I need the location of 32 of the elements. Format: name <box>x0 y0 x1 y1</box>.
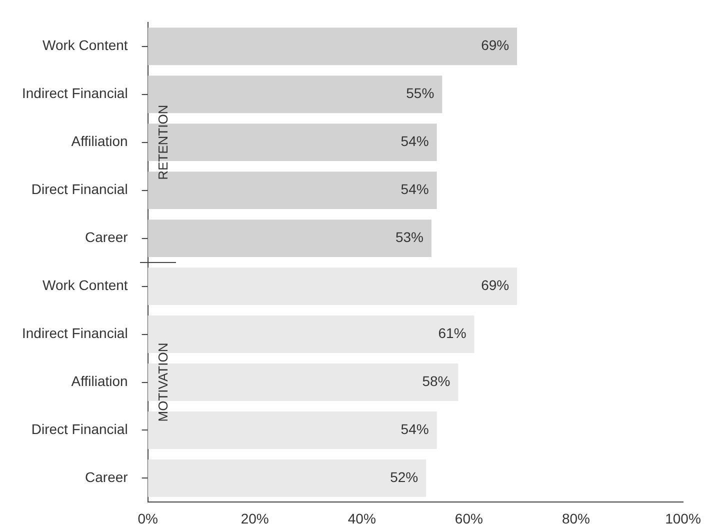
bar <box>148 220 432 258</box>
data-label: 54% <box>400 133 429 150</box>
data-label: 54% <box>400 421 429 438</box>
annotation: RETENTION <box>155 104 170 180</box>
y-tick-label: Indirect Financial <box>22 325 128 342</box>
y-tick-label: Career <box>85 469 128 486</box>
data-label: 55% <box>406 85 434 102</box>
data-label: 53% <box>395 229 424 246</box>
annotation: MOTIVATION <box>155 342 170 422</box>
y-tick-label: Indirect Financial <box>22 85 128 102</box>
y-tick-label: Career <box>85 229 128 246</box>
x-tick-label: 80% <box>562 510 590 526</box>
y-tick-label: Work Content <box>42 37 128 54</box>
x-tick-label: 100% <box>665 510 701 526</box>
y-tick-label: Direct Financial <box>31 421 128 438</box>
data-label: 69% <box>481 37 510 54</box>
data-label: 54% <box>400 181 429 198</box>
x-tick-label: 0% <box>138 510 158 526</box>
x-tick-label: 20% <box>240 510 269 526</box>
y-tick-label: Affiliation <box>71 373 128 390</box>
bar <box>148 28 518 66</box>
data-label: 69% <box>481 277 510 294</box>
x-tick-label: 60% <box>454 510 483 526</box>
y-tick-label: Direct Financial <box>31 181 128 198</box>
data-label: 52% <box>390 469 418 486</box>
data-label: 58% <box>422 373 450 390</box>
x-tick-label: 40% <box>348 510 376 526</box>
bar <box>148 268 518 305</box>
y-tick-label: Work Content <box>42 277 128 294</box>
data-label: 61% <box>438 325 466 342</box>
y-tick-label: Affiliation <box>71 133 128 150</box>
bar <box>148 460 426 497</box>
